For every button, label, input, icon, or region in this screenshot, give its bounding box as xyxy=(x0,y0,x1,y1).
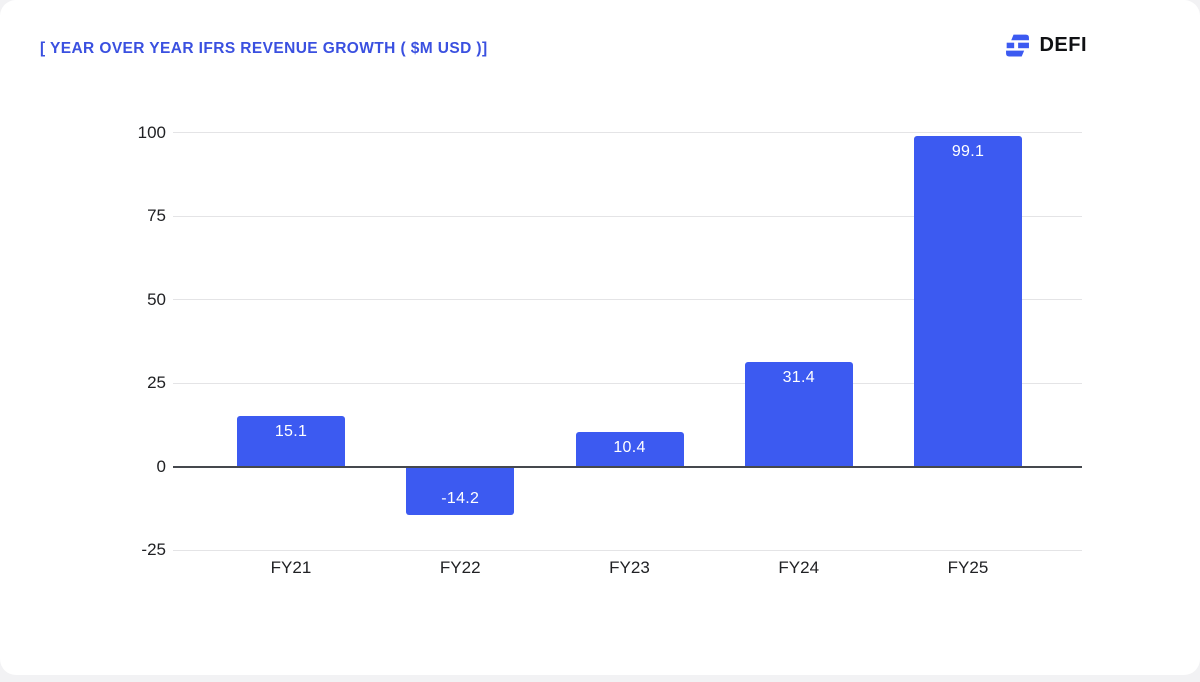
y-tick-label-100: 100 xyxy=(137,122,166,142)
bar-value-label-FY21: 15.1 xyxy=(274,423,308,441)
bar-value-label-FY25: 99.1 xyxy=(951,142,985,160)
gridline-75 xyxy=(173,215,1082,217)
y-tick-label-25: 25 xyxy=(147,373,166,392)
bar-FY25: 99.1 xyxy=(914,135,1022,467)
bar-FY24: 31.4 xyxy=(744,361,853,467)
gridline-50 xyxy=(173,299,1082,300)
x-tick-label-FY21: FY21 xyxy=(270,558,312,577)
y-tick-label-0: 0 xyxy=(156,456,166,476)
defi-logo-text: DEFI xyxy=(1039,34,1087,56)
bar-FY21: 15.1 xyxy=(237,416,345,467)
gridline-25 xyxy=(173,382,1082,384)
y-tick-label--25: -25 xyxy=(141,540,166,559)
x-tick-label-FY24: FY24 xyxy=(778,558,820,577)
bar-FY23: 10.4 xyxy=(575,431,684,467)
gridline--25 xyxy=(173,549,1082,551)
zero-axis-line xyxy=(173,465,1082,468)
bar-value-label-FY22: -14.2 xyxy=(441,489,480,507)
bar-FY22: -14.2 xyxy=(406,467,515,515)
gridline-100 xyxy=(173,132,1082,133)
y-tick-label-50: 50 xyxy=(147,289,166,309)
defi-logo: DEFI xyxy=(1005,33,1087,58)
x-tick-label-FY25: FY25 xyxy=(947,558,989,577)
x-tick-label-FY22: FY22 xyxy=(439,558,481,577)
y-tick-label-75: 75 xyxy=(147,206,166,225)
bar-value-label-FY23: 10.4 xyxy=(613,438,646,456)
x-tick-label-FY23: FY23 xyxy=(609,558,650,577)
chart-title: [ YEAR OVER YEAR IFRS REVENUE GROWTH ( $… xyxy=(40,40,488,57)
defi-brick-icon xyxy=(1006,34,1030,57)
bar-value-label-FY24: 31.4 xyxy=(782,368,815,386)
